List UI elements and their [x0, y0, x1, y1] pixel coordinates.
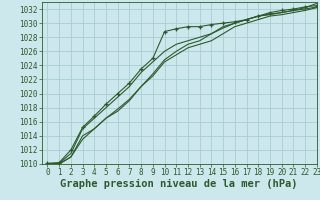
X-axis label: Graphe pression niveau de la mer (hPa): Graphe pression niveau de la mer (hPa)	[60, 179, 298, 189]
